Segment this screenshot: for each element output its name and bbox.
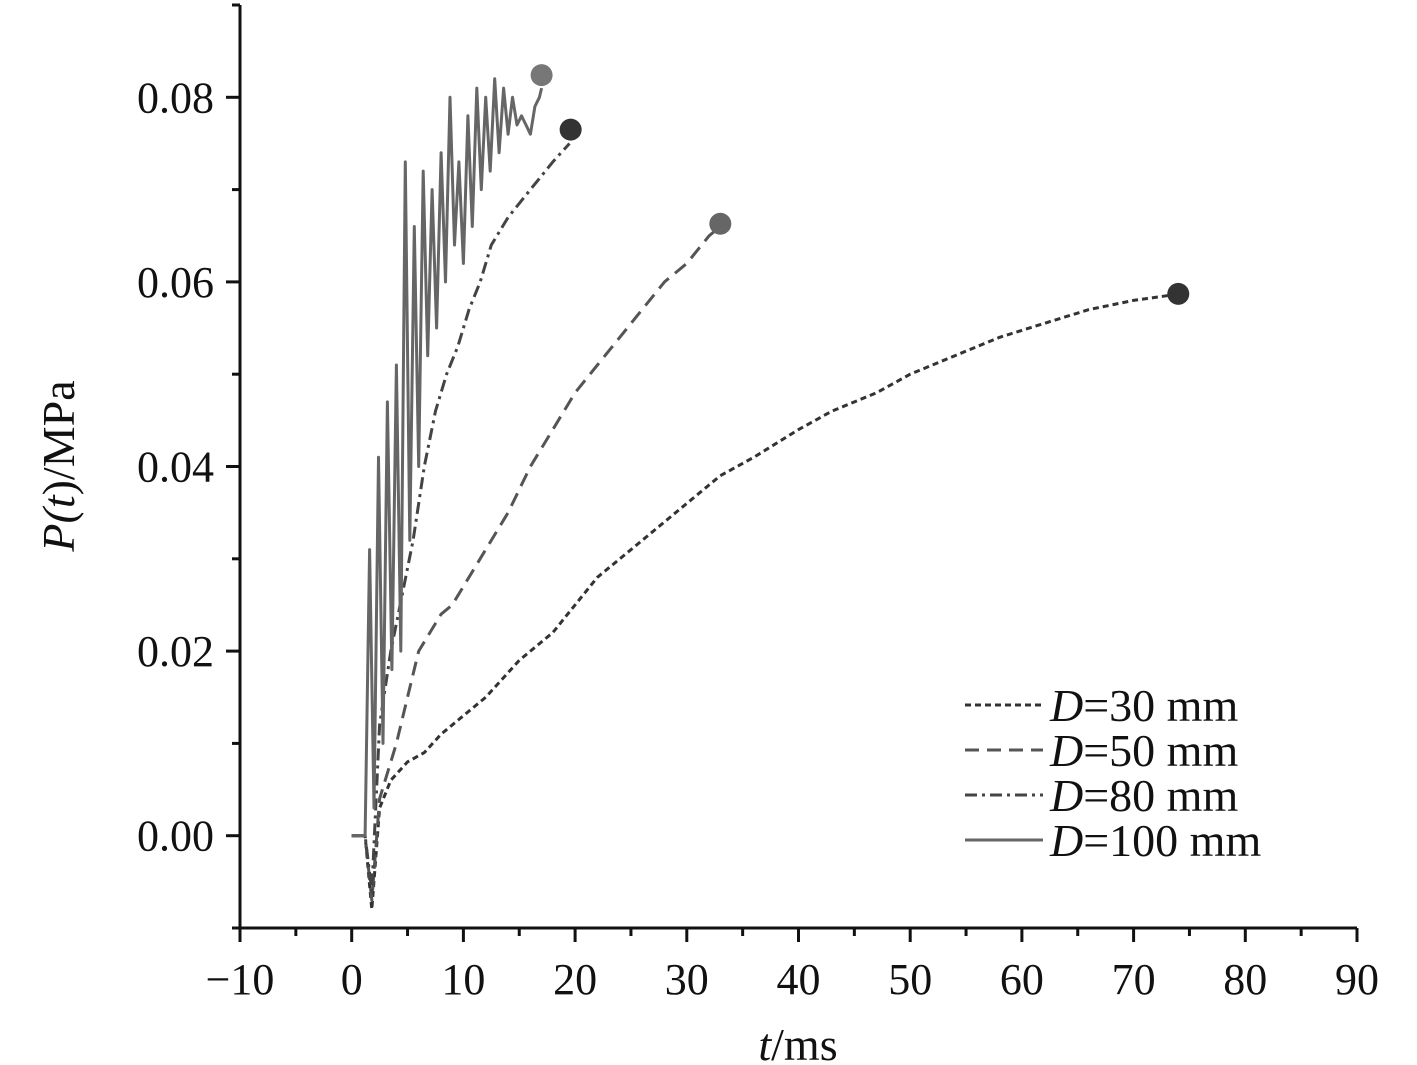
y-tick-label: 0.02 bbox=[137, 627, 214, 676]
x-tick-label: 40 bbox=[777, 955, 821, 1004]
y-ticks: 0.00 0.02 0.04 0.06 0.08 bbox=[137, 3, 240, 930]
legend-label-rest: =80 mm bbox=[1083, 770, 1238, 821]
series-line-d-30-mm bbox=[351, 294, 1179, 911]
x-axis-title-rest: /ms bbox=[771, 1019, 837, 1065]
end-marker-point bbox=[1167, 282, 1190, 305]
end-marker-point bbox=[559, 118, 582, 141]
x-tick-label: 70 bbox=[1112, 955, 1156, 1004]
end-markers bbox=[530, 64, 1190, 305]
legend-label: D=80 mm bbox=[1049, 770, 1238, 821]
series-lines bbox=[351, 77, 1179, 911]
legend-label: D=50 mm bbox=[1049, 725, 1238, 776]
x-axis-title-italic: t bbox=[758, 1019, 772, 1065]
legend-label: D=100 mm bbox=[1049, 815, 1261, 866]
x-tick-label: 30 bbox=[665, 955, 709, 1004]
y-tick-label: 0.00 bbox=[137, 812, 214, 861]
y-axis-title-italic-prefix: P( bbox=[33, 506, 84, 553]
y-tick-label: 0.08 bbox=[137, 73, 214, 122]
legend-label-italic: D bbox=[1049, 770, 1083, 821]
y-axis-title-italic: t bbox=[33, 494, 84, 508]
legend-label-rest: =100 mm bbox=[1083, 815, 1261, 866]
series-line-d-50-mm bbox=[351, 225, 722, 902]
legend-label-italic: D bbox=[1049, 815, 1083, 866]
y-axis-title: P(t)/MPa bbox=[33, 380, 84, 552]
x-tick-label: 0 bbox=[341, 955, 363, 1004]
y-tick-label: 0.04 bbox=[137, 443, 214, 492]
legend-label: D=30 mm bbox=[1049, 680, 1238, 731]
x-tick-label: 50 bbox=[888, 955, 932, 1004]
x-tick-label: 90 bbox=[1335, 955, 1379, 1004]
x-tick-label: −10 bbox=[206, 955, 275, 1004]
x-tick-label: 60 bbox=[1000, 955, 1044, 1004]
end-marker-point bbox=[530, 64, 553, 87]
x-tick-label: 10 bbox=[441, 955, 485, 1004]
legend-label-italic: D bbox=[1049, 725, 1083, 776]
x-axis-title: t/ms bbox=[758, 1019, 837, 1065]
legend-label-italic: D bbox=[1049, 680, 1083, 731]
legend: D=30 mmD=50 mmD=80 mmD=100 mm bbox=[965, 680, 1261, 866]
y-axis-title-rest: )/MPa bbox=[33, 380, 84, 495]
end-marker-point bbox=[709, 212, 732, 235]
series-line-d-80-mm bbox=[351, 142, 571, 893]
legend-label-rest: =50 mm bbox=[1083, 725, 1238, 776]
x-tick-label: 20 bbox=[553, 955, 597, 1004]
y-tick-label: 0.06 bbox=[137, 258, 214, 307]
x-ticks: −10 0 10 20 30 40 50 60 70 80 90 bbox=[206, 928, 1379, 1004]
x-tick-label: 80 bbox=[1223, 955, 1267, 1004]
series-line-d-100-mm bbox=[351, 77, 544, 838]
legend-label-rest: =30 mm bbox=[1083, 680, 1238, 731]
